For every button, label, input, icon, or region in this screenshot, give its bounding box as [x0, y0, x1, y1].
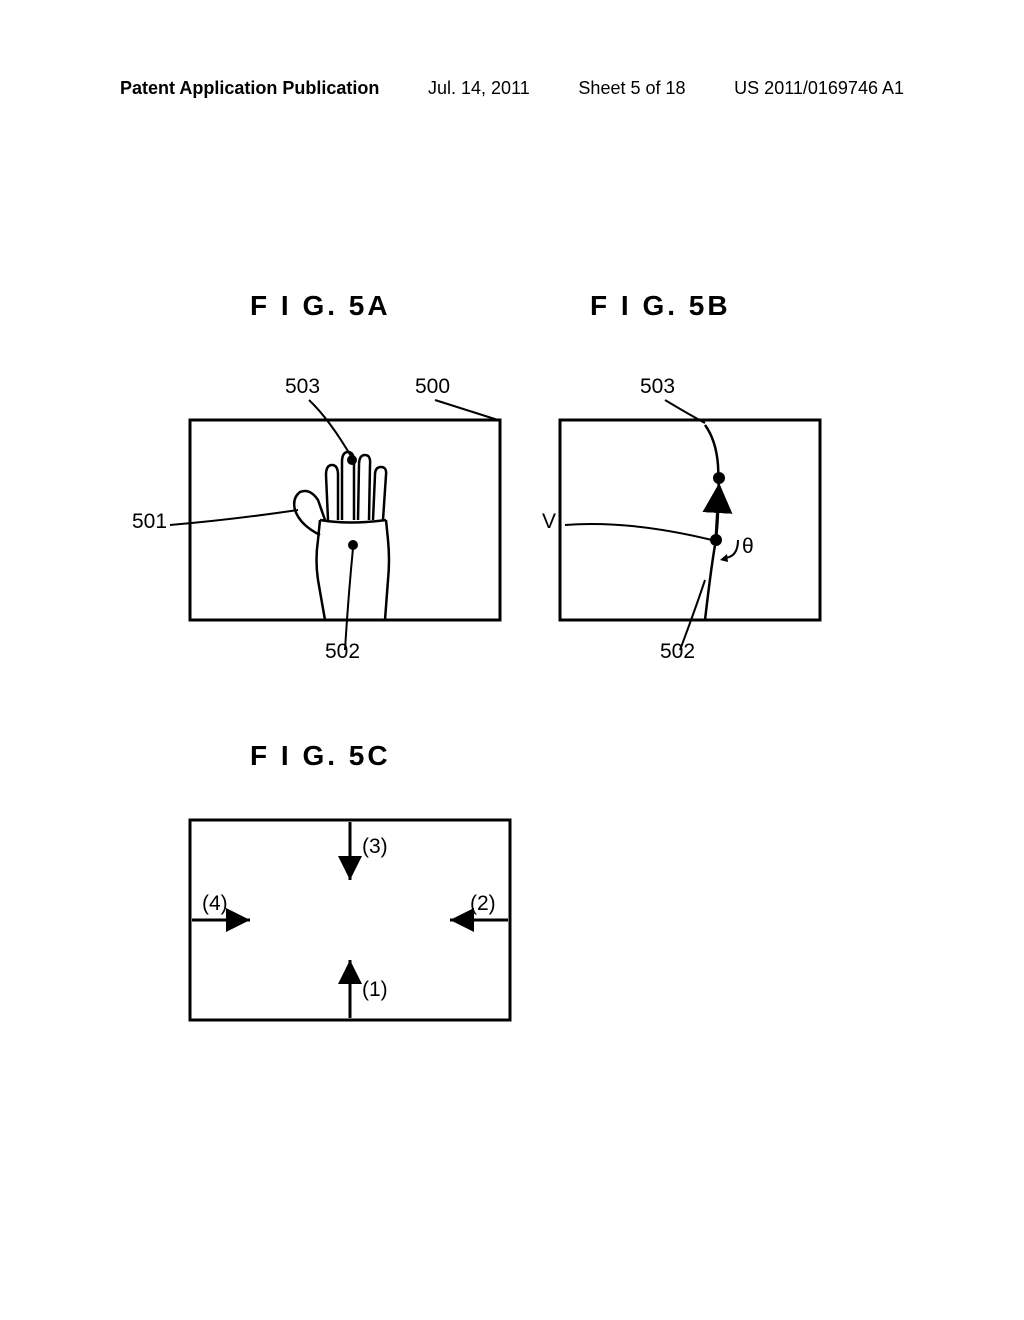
fig-5c-svg [170, 800, 530, 1040]
fig-5a-svg [170, 380, 520, 660]
label-3: (3) [362, 835, 388, 859]
label-501: 501 [132, 510, 167, 534]
label-502: 502 [325, 640, 360, 664]
fig-5b-svg [540, 380, 840, 660]
fig-5c-title: F I G. 5C [250, 740, 391, 772]
header-sheet: Sheet 5 of 18 [578, 78, 685, 99]
label-2: (2) [470, 892, 496, 916]
label-503: 503 [285, 375, 320, 399]
header-date: Jul. 14, 2011 [428, 78, 530, 99]
label-V: V [542, 510, 556, 534]
label-4: (4) [202, 892, 228, 916]
header-pub-number: US 2011/0169746 A1 [734, 78, 904, 99]
label-503-b: 503 [640, 375, 675, 399]
page-header: Patent Application Publication Jul. 14, … [0, 78, 1024, 99]
fig-5a-title: F I G. 5A [250, 290, 391, 322]
label-1: (1) [362, 978, 388, 1002]
header-pub-type: Patent Application Publication [120, 78, 379, 99]
fig-5a-diagram: 503 500 501 502 [170, 380, 520, 665]
fig-5b-title: F I G. 5B [590, 290, 731, 322]
label-502-b: 502 [660, 640, 695, 664]
label-theta: θ [742, 535, 754, 559]
label-500: 500 [415, 375, 450, 399]
fig-5b-diagram: 503 V θ 502 [540, 380, 840, 665]
fig-5c-diagram: (1) (2) (3) (4) [170, 800, 530, 1045]
